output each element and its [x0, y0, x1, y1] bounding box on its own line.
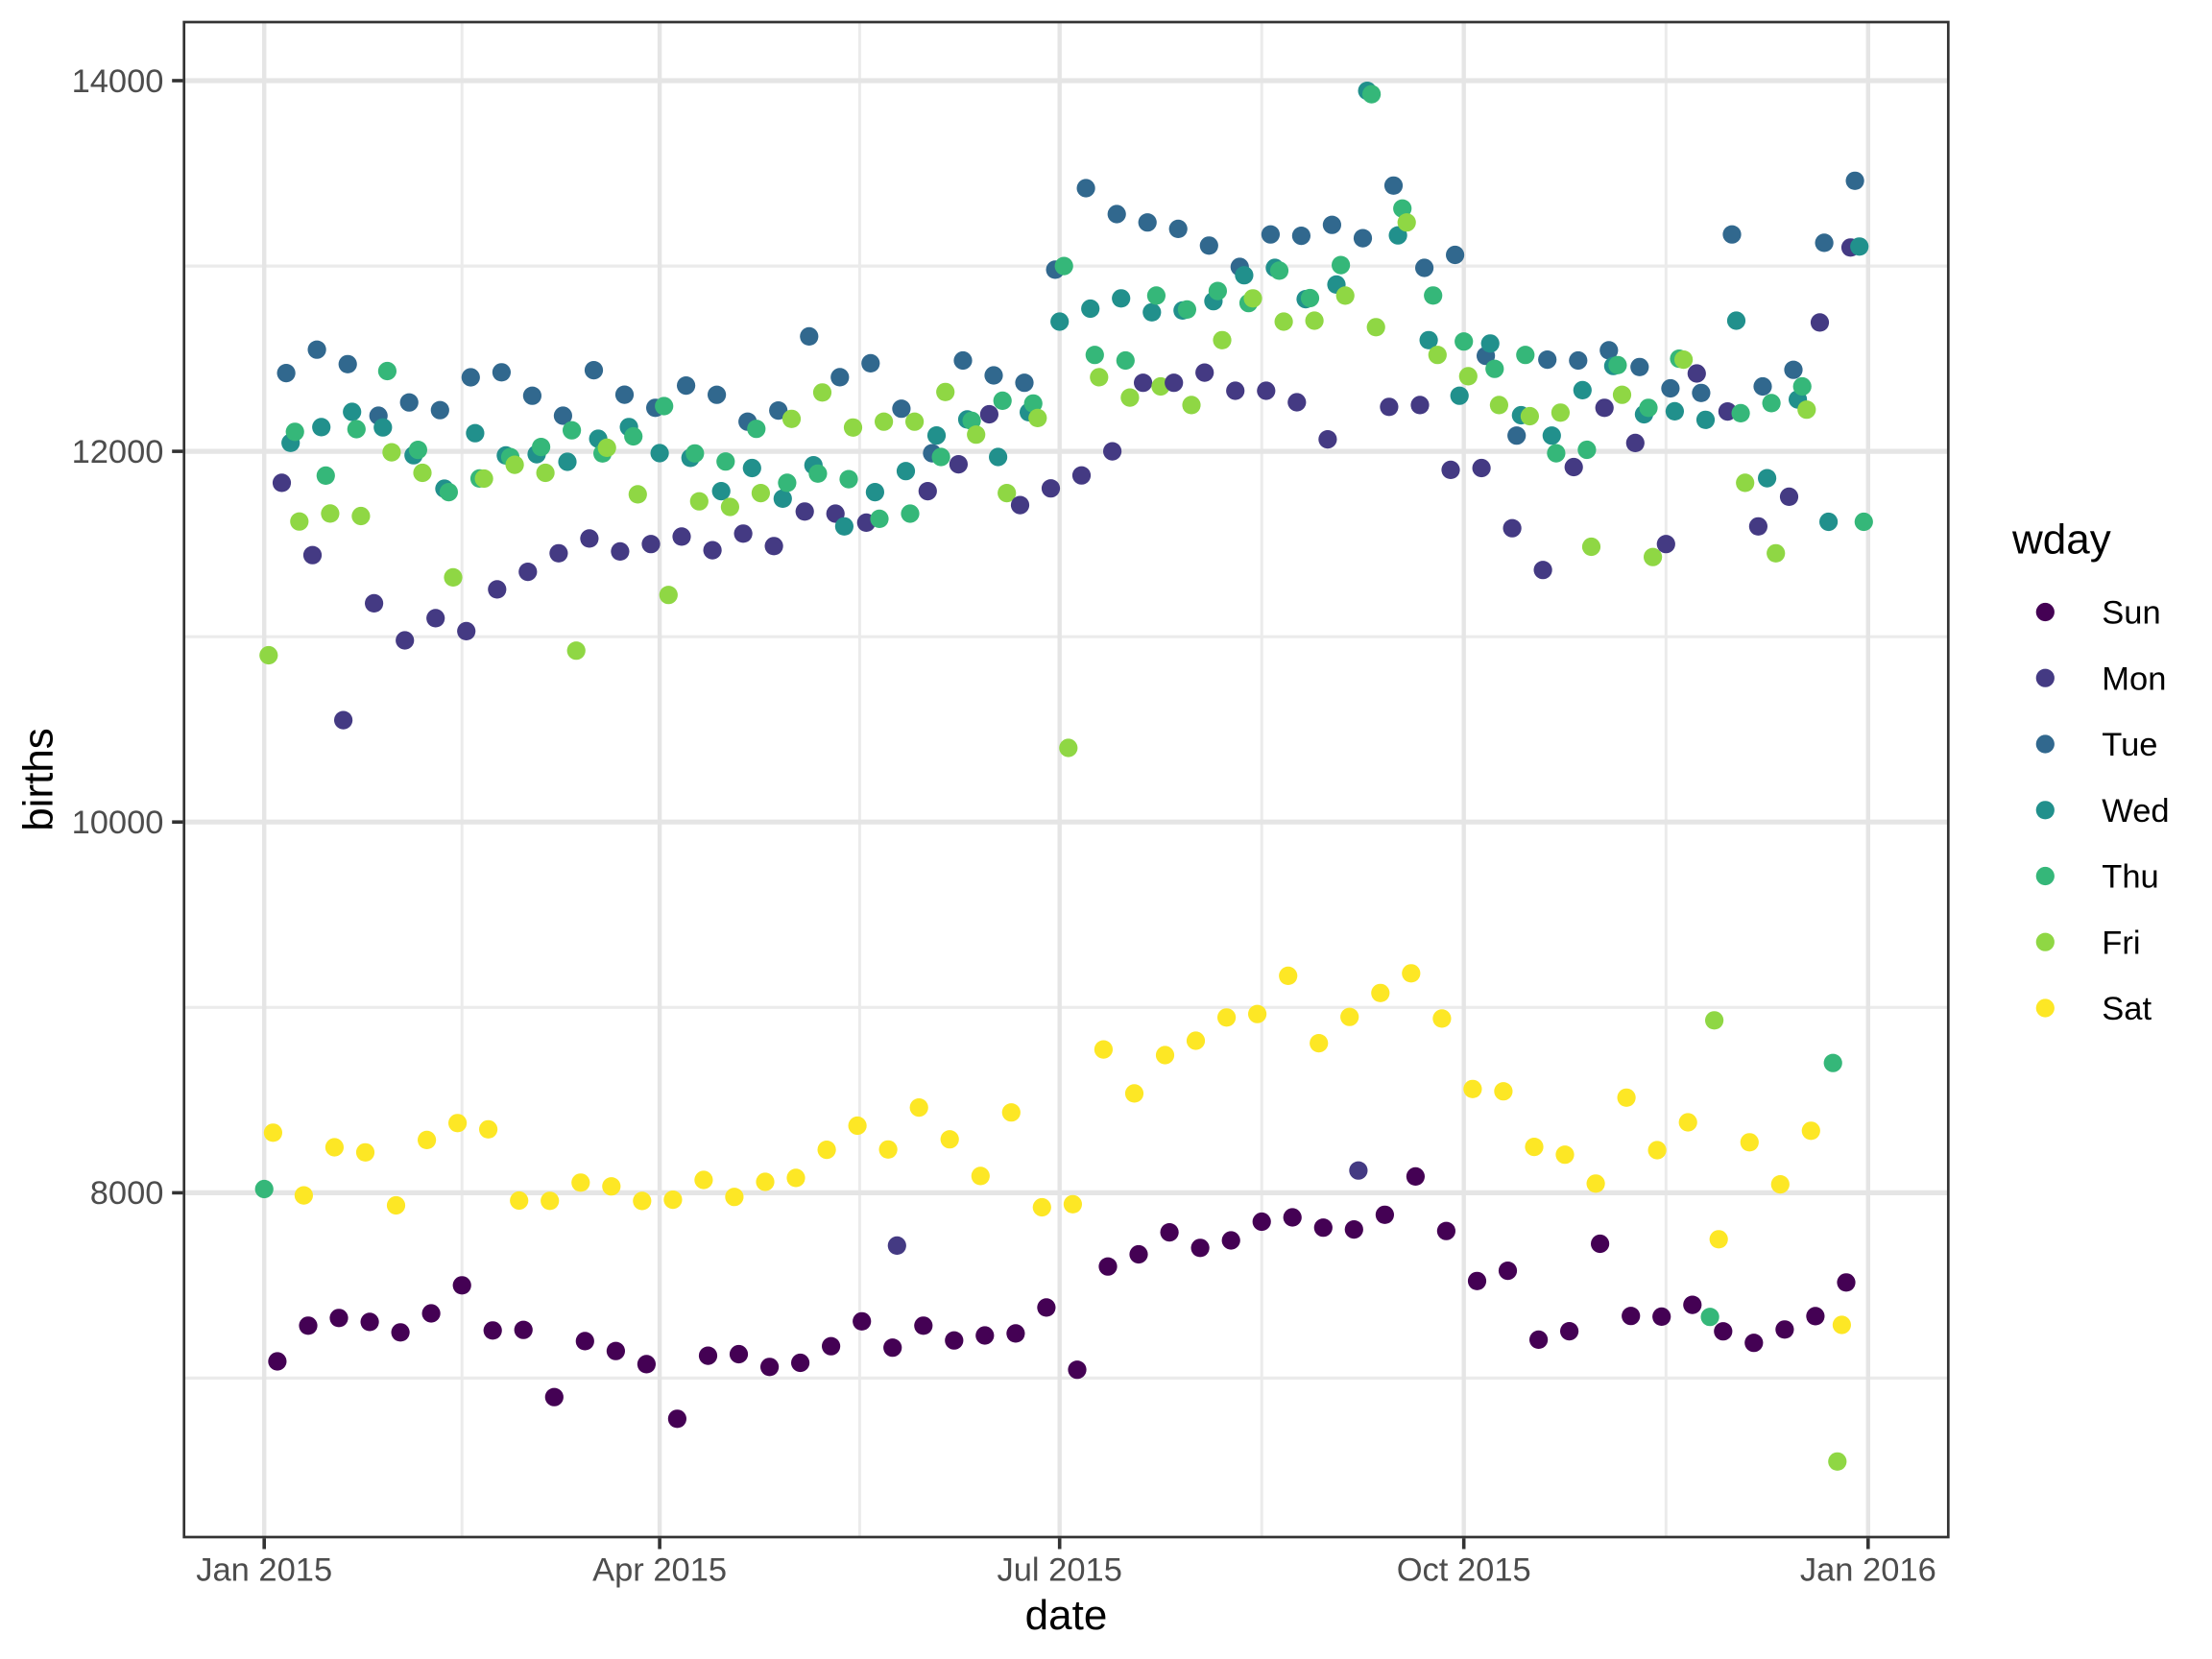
svg-text:wday: wday: [2011, 517, 2111, 564]
svg-text:Jan 2015: Jan 2015: [196, 1552, 332, 1589]
svg-text:Mon: Mon: [2102, 661, 2166, 698]
svg-text:8000: 8000: [90, 1175, 164, 1212]
svg-text:Sun: Sun: [2102, 595, 2160, 632]
svg-text:Wed: Wed: [2102, 793, 2169, 830]
svg-text:Oct 2015: Oct 2015: [1397, 1552, 1531, 1589]
svg-text:births: births: [15, 728, 62, 831]
svg-text:Apr 2015: Apr 2015: [592, 1552, 727, 1589]
svg-text:Sat: Sat: [2102, 991, 2152, 1027]
svg-text:10000: 10000: [72, 805, 164, 841]
svg-text:date: date: [1025, 1592, 1108, 1639]
svg-text:Jan 2016: Jan 2016: [1800, 1552, 1936, 1589]
svg-text:Tue: Tue: [2102, 727, 2157, 763]
svg-text:14000: 14000: [72, 63, 164, 100]
svg-text:Jul 2015: Jul 2015: [997, 1552, 1121, 1589]
svg-text:Thu: Thu: [2102, 859, 2158, 896]
svg-text:Fri: Fri: [2102, 926, 2140, 962]
svg-text:12000: 12000: [72, 434, 164, 470]
